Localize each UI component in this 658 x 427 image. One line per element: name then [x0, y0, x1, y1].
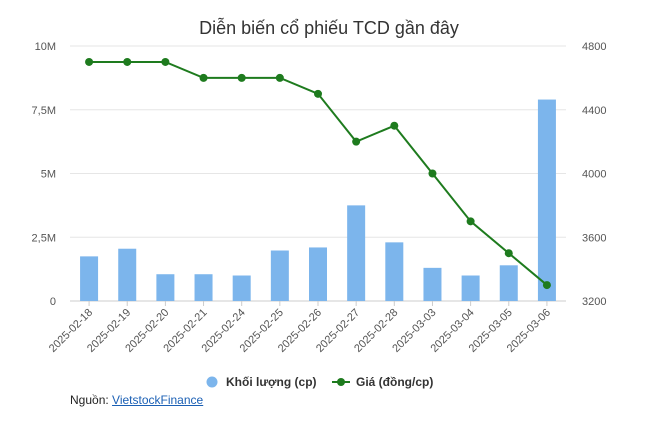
legend-item-volume[interactable]: Khối lượng (cp)	[206, 375, 317, 389]
left-tick-label: 10M	[35, 41, 56, 53]
right-tick-label: 4400	[582, 105, 606, 117]
source-link[interactable]: VietstockFinance	[112, 393, 204, 407]
left-tick-label: 2,5M	[32, 232, 56, 244]
chart-container: Diễn biến cổ phiếu TCD gần đây 0 2,5M 5M 7,…	[32, 17, 607, 389]
price-point[interactable]	[314, 89, 322, 98]
left-tick-label: 5M	[41, 169, 56, 181]
right-tick-label: 3200	[582, 296, 606, 308]
price-point[interactable]	[542, 281, 551, 290]
price-line	[85, 57, 551, 290]
legend-volume-label: Khối lượng (cp)	[226, 375, 317, 389]
volume-bar[interactable]	[347, 205, 366, 301]
right-tick-label: 4000	[582, 169, 606, 181]
price-point[interactable]	[390, 121, 399, 130]
legend-item-price[interactable]: Giá (đồng/cp)	[332, 375, 433, 389]
right-axis-labels: 3200 3600 4000 4400 4800	[582, 41, 606, 308]
volume-bar[interactable]	[461, 275, 480, 302]
legend-price-label: Giá (đồng/cp)	[356, 375, 433, 389]
price-point[interactable]	[199, 73, 208, 82]
price-point[interactable]	[237, 73, 246, 82]
legend: Khối lượng (cp) Giá (đồng/cp)	[206, 375, 433, 389]
volume-bar[interactable]	[194, 274, 213, 301]
volume-bar[interactable]	[80, 256, 99, 301]
chart: Diễn biến cổ phiếu TCD gần đây 0 2,5M 5M 7,…	[32, 17, 607, 389]
volume-bar[interactable]	[423, 267, 442, 301]
source-note: Nguồn: VietstockFinance	[70, 393, 203, 407]
price-point[interactable]	[504, 249, 513, 258]
right-tick-label: 4800	[582, 41, 606, 53]
x-axis-labels: 2025-02-182025-02-192025-02-202025-02-21…	[47, 301, 553, 355]
legend-volume-marker	[206, 376, 218, 388]
price-point[interactable]	[466, 217, 475, 226]
left-axis-labels: 0 2,5M 5M 7,5M 10M	[32, 41, 56, 308]
price-point[interactable]	[161, 57, 170, 66]
grid-lines	[70, 45, 566, 302]
volume-bar[interactable]	[232, 275, 251, 302]
source-label: Nguồn:	[70, 393, 109, 407]
price-point[interactable]	[428, 169, 437, 178]
legend-price-marker	[337, 378, 345, 386]
volume-bar[interactable]	[385, 242, 404, 301]
volume-bars	[80, 99, 556, 302]
price-point[interactable]	[275, 73, 284, 82]
left-tick-label: 7,5M	[32, 105, 56, 117]
volume-bar[interactable]	[270, 250, 289, 301]
price-point[interactable]	[123, 57, 132, 66]
price-point[interactable]	[85, 57, 94, 66]
volume-bar[interactable]	[309, 247, 327, 301]
volume-bar[interactable]	[499, 265, 518, 301]
price-point[interactable]	[352, 137, 361, 146]
left-tick-label: 0	[50, 296, 56, 308]
volume-bar[interactable]	[118, 248, 137, 301]
volume-bar[interactable]	[156, 274, 175, 301]
chart-title: Diễn biến cổ phiếu TCD gần đây	[199, 17, 459, 38]
volume-bar[interactable]	[537, 99, 556, 301]
right-tick-label: 3600	[582, 232, 606, 244]
